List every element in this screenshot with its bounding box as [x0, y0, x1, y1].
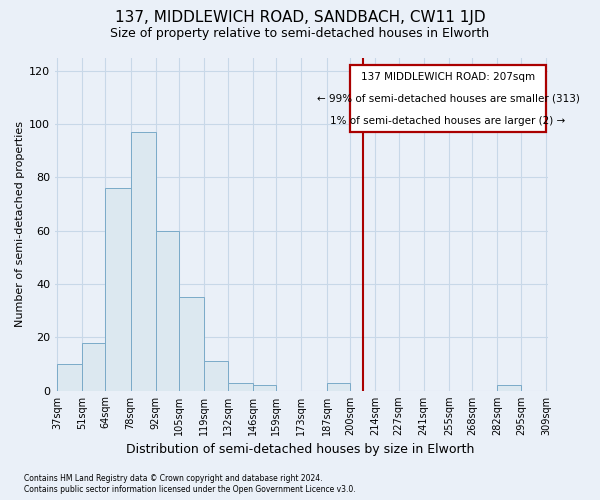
Bar: [156, 230, 179, 390]
Text: Contains public sector information licensed under the Open Government Licence v3: Contains public sector information licen…: [24, 485, 356, 494]
Text: 137 MIDDLEWICH ROAD: 207sqm: 137 MIDDLEWICH ROAD: 207sqm: [361, 72, 535, 82]
Y-axis label: Number of semi-detached properties: Number of semi-detached properties: [15, 121, 25, 327]
Bar: [131, 132, 156, 390]
Text: Size of property relative to semi-detached houses in Elworth: Size of property relative to semi-detach…: [110, 28, 490, 40]
Bar: [228, 382, 253, 390]
Text: ← 99% of semi-detached houses are smaller (313): ← 99% of semi-detached houses are smalle…: [317, 94, 580, 104]
Bar: [253, 386, 276, 390]
Text: 137, MIDDLEWICH ROAD, SANDBACH, CW11 1JD: 137, MIDDLEWICH ROAD, SANDBACH, CW11 1JD: [115, 10, 485, 25]
Text: 1% of semi-detached houses are larger (2) →: 1% of semi-detached houses are larger (2…: [331, 116, 566, 126]
FancyBboxPatch shape: [350, 66, 546, 132]
Bar: [179, 298, 205, 390]
Bar: [57, 364, 82, 390]
Bar: [205, 362, 228, 390]
Bar: [82, 342, 106, 390]
Text: Distribution of semi-detached houses by size in Elworth: Distribution of semi-detached houses by …: [126, 442, 474, 456]
Bar: [497, 386, 521, 390]
Bar: [106, 188, 131, 390]
Bar: [326, 382, 350, 390]
Text: Contains HM Land Registry data © Crown copyright and database right 2024.: Contains HM Land Registry data © Crown c…: [24, 474, 323, 483]
